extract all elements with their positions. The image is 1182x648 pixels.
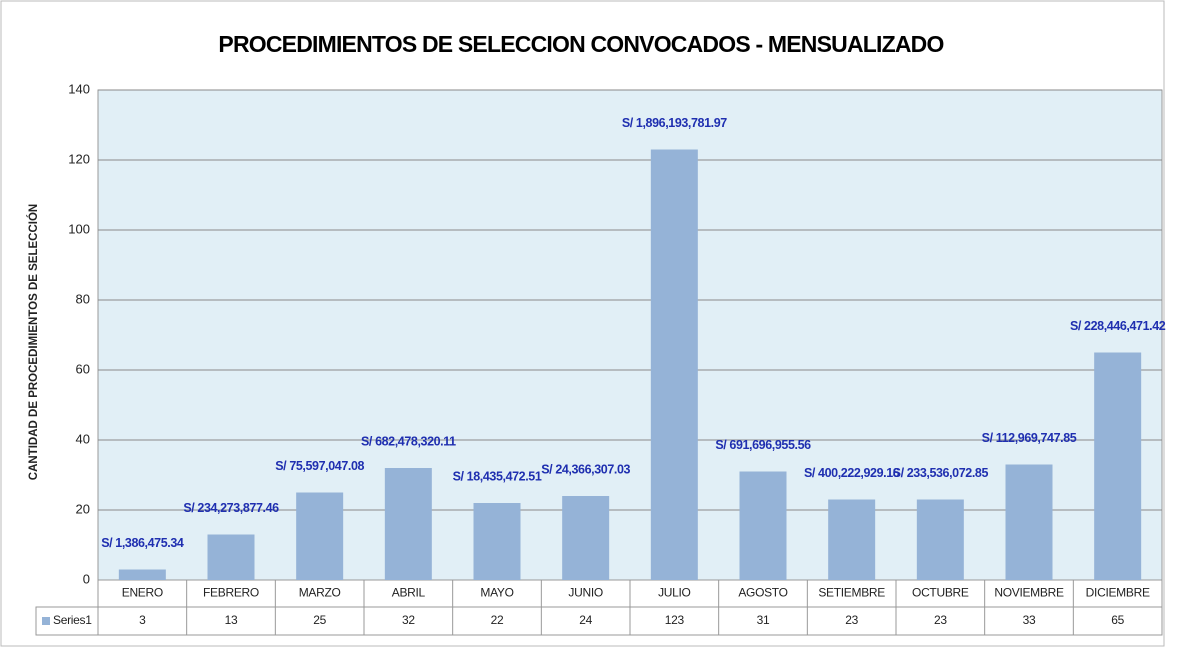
bar <box>384 468 432 580</box>
data-table-value: 31 <box>757 613 770 627</box>
bar <box>916 499 964 580</box>
legend-key <box>42 617 50 625</box>
annotation: S/ 112,969,747.85 <box>982 431 1077 445</box>
bar <box>296 492 344 580</box>
y-tick-label: 80 <box>76 291 90 306</box>
legend-label: Series1 <box>53 613 92 627</box>
annotation: S/ 400,222,929.16 <box>804 466 900 480</box>
bar <box>1005 464 1053 580</box>
bar <box>650 149 698 580</box>
y-tick-label: 100 <box>68 221 90 236</box>
annotation: S/ 228,446,471.42 <box>1070 319 1166 333</box>
bar <box>473 503 521 580</box>
data-table-value: 32 <box>402 613 415 627</box>
data-table-value: 23 <box>934 613 947 627</box>
annotation: S/ 682,478,320.11 <box>361 434 456 448</box>
chart-title: PROCEDIMIENTOS DE SELECCION CONVOCADOS -… <box>218 31 943 57</box>
annotation: S/ 18,435,472.51 <box>453 469 542 483</box>
annotation: S/ 75,597,047.08 <box>275 459 364 473</box>
x-tick-label: ABRIL <box>392 586 426 600</box>
bar <box>828 499 876 580</box>
y-tick-label: 120 <box>68 151 90 166</box>
x-tick-label: AGOSTO <box>738 586 787 600</box>
data-table-legend-cell <box>35 606 99 636</box>
bar <box>739 471 787 580</box>
x-tick-label: JUNIO <box>568 586 603 600</box>
x-tick-label: MARZO <box>299 586 341 600</box>
annotation: S/ 233,536,072.85 <box>893 466 989 480</box>
y-tick-label: 140 <box>68 81 90 96</box>
bar <box>1094 352 1142 580</box>
data-table-value: 13 <box>225 613 238 627</box>
x-tick-label: OCTUBRE <box>912 586 969 600</box>
y-tick-label: 40 <box>76 431 90 446</box>
data-table-value: 65 <box>1111 613 1124 627</box>
plot-area <box>97 89 1163 581</box>
x-tick-label: SETIEMBRE <box>818 586 885 600</box>
x-tick-label: FEBRERO <box>203 586 259 600</box>
x-tick-label: DICIEMBRE <box>1086 586 1150 600</box>
x-tick-label: ENERO <box>122 586 163 600</box>
data-table-value: 123 <box>665 613 685 627</box>
annotation: S/ 24,366,307.03 <box>541 462 630 476</box>
y-tick-label: 20 <box>76 501 90 516</box>
x-tick-label: MAYO <box>480 586 513 600</box>
x-tick-label: NOVIEMBRE <box>994 586 1064 600</box>
bar <box>207 534 255 580</box>
data-table-value: 24 <box>579 613 592 627</box>
data-table-value: 25 <box>313 613 326 627</box>
data-table-value: 23 <box>845 613 858 627</box>
bar <box>118 569 166 580</box>
data-table-value: 33 <box>1023 613 1036 627</box>
y-tick-label: 0 <box>83 571 90 586</box>
annotation: S/ 1,386,475.34 <box>101 536 184 550</box>
y-axis-label: CANTIDAD DE PROCEDIMIENTOS DE SELECCIÓN <box>27 204 40 480</box>
data-table-value: 22 <box>491 613 504 627</box>
bar <box>562 496 610 580</box>
y-tick-label: 60 <box>76 361 90 376</box>
x-tick-label: JULIO <box>658 586 691 600</box>
annotation: S/ 1,896,193,781.97 <box>622 116 727 130</box>
annotation: S/ 234,273,877.46 <box>183 501 279 515</box>
data-table-value: 3 <box>139 613 146 627</box>
annotation: S/ 691,696,955.56 <box>715 438 811 452</box>
